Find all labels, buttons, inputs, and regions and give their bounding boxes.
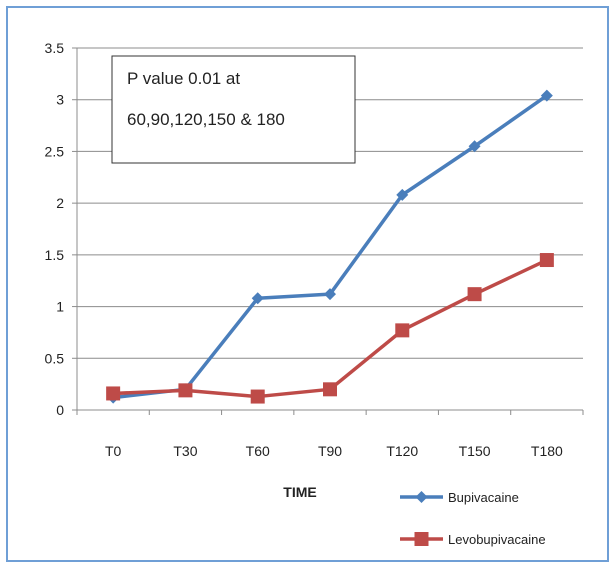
y-tick-label: 3 (56, 92, 64, 108)
x-tick-label: T90 (318, 443, 342, 459)
x-tick-label: T180 (531, 443, 563, 459)
data-point (468, 140, 481, 153)
y-tick-label: 1.5 (45, 247, 65, 263)
legend-marker (415, 491, 428, 503)
series-levobupivacaine (106, 253, 554, 404)
x-tick-label: T150 (459, 443, 491, 459)
x-tick-label: T120 (386, 443, 418, 459)
data-point (323, 382, 337, 397)
series-lines (106, 89, 554, 404)
legend-label: Bupivacaine (448, 490, 519, 505)
data-point (324, 288, 336, 301)
data-point (251, 292, 264, 305)
legend-item: Bupivacaine (400, 490, 519, 505)
x-tick-label: T30 (173, 443, 197, 459)
x-tick-label: T60 (246, 443, 270, 459)
annotation-box: P value 0.01 at 60,90,120,150 & 180 (111, 55, 356, 164)
legend-item: Levobupivacaine (400, 532, 546, 547)
y-tick-label: 2 (56, 195, 64, 211)
legend: Bupivacaine Levobupivacaine (400, 490, 546, 547)
data-point (395, 323, 410, 338)
data-point (396, 188, 409, 201)
legend-label: Levobupivacaine (448, 532, 546, 547)
y-tick-label: 2.5 (45, 143, 65, 159)
x-axis-label: TIME (283, 484, 316, 500)
axes (72, 47, 584, 415)
y-tick-label: 1 (56, 299, 64, 315)
data-point (178, 383, 193, 398)
y-tick-label: 3.5 (45, 40, 65, 56)
annotation-line-1: P value 0.01 at (127, 69, 240, 88)
y-tick-label: 0 (56, 402, 64, 418)
series-line (113, 258, 548, 399)
data-point (540, 89, 553, 102)
x-tick-label: T0 (105, 443, 122, 459)
y-tick-label: 0.5 (45, 350, 65, 366)
annotation-box-border (111, 55, 356, 164)
data-point (250, 389, 265, 404)
y-tick-labels: 0 0.5 1 1.5 2 2.5 3 3.5 (45, 40, 65, 418)
data-point (539, 253, 554, 268)
data-point (106, 386, 121, 401)
data-point (467, 287, 482, 302)
annotation-line-2: 60,90,120,150 & 180 (127, 110, 285, 129)
x-tick-labels: T0 T30 T60 T90 T120 T150 T180 (105, 443, 563, 459)
legend-marker (414, 532, 429, 546)
